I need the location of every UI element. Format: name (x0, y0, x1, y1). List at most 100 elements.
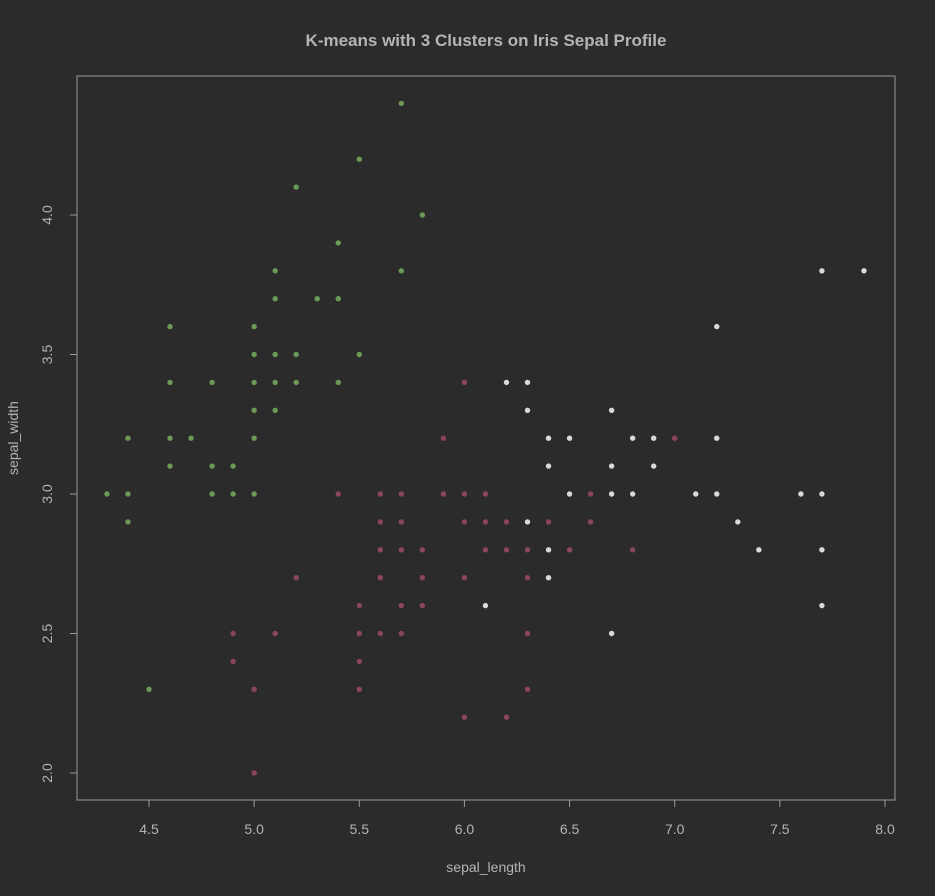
data-points (104, 100, 867, 776)
data-point (125, 491, 131, 497)
data-point (545, 547, 552, 553)
data-point (167, 323, 173, 330)
data-point (377, 519, 384, 525)
x-tick-label: 6.0 (455, 821, 475, 837)
data-point (819, 491, 825, 497)
data-point (209, 379, 215, 386)
data-point (356, 658, 362, 665)
data-point (861, 268, 867, 274)
data-point (693, 491, 699, 497)
data-point (272, 379, 278, 386)
data-point (524, 630, 531, 637)
data-point (419, 602, 426, 609)
data-point (819, 602, 825, 609)
data-point (440, 491, 447, 497)
data-point (377, 575, 384, 581)
data-point (629, 435, 636, 441)
data-point (272, 351, 278, 358)
data-point (545, 463, 552, 469)
data-point (356, 156, 362, 162)
y-axis: 2.0 2.5 3.0 3.5 4.0 (39, 205, 78, 783)
data-point (377, 547, 384, 553)
data-point (398, 547, 405, 553)
data-point (545, 519, 552, 525)
data-point (251, 323, 257, 330)
data-point (461, 519, 468, 525)
data-point (293, 184, 299, 190)
data-point (461, 575, 468, 581)
data-point (251, 351, 257, 358)
data-point (798, 491, 804, 497)
data-point (398, 268, 405, 274)
data-point (608, 491, 615, 497)
data-point (398, 630, 405, 637)
data-point (272, 296, 278, 302)
y-tick-label: 2.0 (39, 763, 55, 783)
data-point (524, 686, 531, 692)
data-point (209, 491, 215, 497)
data-point (230, 658, 236, 665)
data-point (629, 491, 636, 497)
data-point (419, 575, 426, 581)
data-point (714, 435, 720, 441)
x-tick-label: 5.5 (350, 821, 370, 837)
data-point (440, 435, 447, 441)
data-point (482, 602, 489, 609)
data-point (608, 463, 615, 469)
data-point (629, 547, 636, 553)
data-point (503, 379, 510, 386)
data-point (188, 435, 194, 441)
data-point (209, 463, 215, 469)
data-point (524, 547, 531, 553)
data-point (398, 100, 405, 107)
data-point (251, 407, 257, 413)
data-point (672, 435, 678, 441)
data-point (524, 575, 531, 581)
data-point (335, 296, 341, 302)
data-point (566, 491, 573, 497)
x-tick-label: 7.0 (665, 821, 685, 837)
data-point (819, 268, 825, 274)
y-axis-label: sepal_width (5, 401, 21, 475)
data-point (398, 519, 405, 525)
data-point (356, 351, 362, 358)
data-point (461, 714, 468, 720)
data-point (650, 435, 657, 441)
data-point (335, 491, 341, 497)
data-point (356, 630, 362, 637)
data-point (230, 630, 236, 637)
data-point (272, 268, 278, 274)
data-point (251, 379, 257, 386)
data-point (356, 602, 362, 609)
data-point (104, 491, 110, 497)
data-point (587, 491, 594, 497)
data-point (566, 435, 573, 441)
x-tick-label: 5.0 (244, 821, 264, 837)
data-point (545, 575, 552, 581)
x-tick-label: 6.5 (560, 821, 580, 837)
data-point (608, 407, 615, 413)
data-point (735, 519, 741, 525)
data-point (482, 547, 489, 553)
data-point (545, 435, 552, 441)
data-point (461, 379, 468, 386)
data-point (356, 686, 362, 692)
data-point (167, 379, 173, 386)
data-point (566, 547, 573, 553)
data-point (503, 519, 510, 525)
data-point (125, 435, 131, 441)
data-point (461, 491, 468, 497)
y-tick-label: 4.0 (39, 205, 55, 225)
data-point (125, 519, 131, 525)
data-point (419, 212, 426, 218)
data-point (251, 491, 257, 497)
y-tick-label: 3.5 (39, 345, 55, 365)
data-point (524, 379, 531, 386)
chart-title: K-means with 3 Clusters on Iris Sepal Pr… (306, 31, 667, 50)
data-point (335, 379, 341, 386)
data-point (524, 407, 531, 413)
y-tick-label: 2.5 (39, 624, 55, 644)
